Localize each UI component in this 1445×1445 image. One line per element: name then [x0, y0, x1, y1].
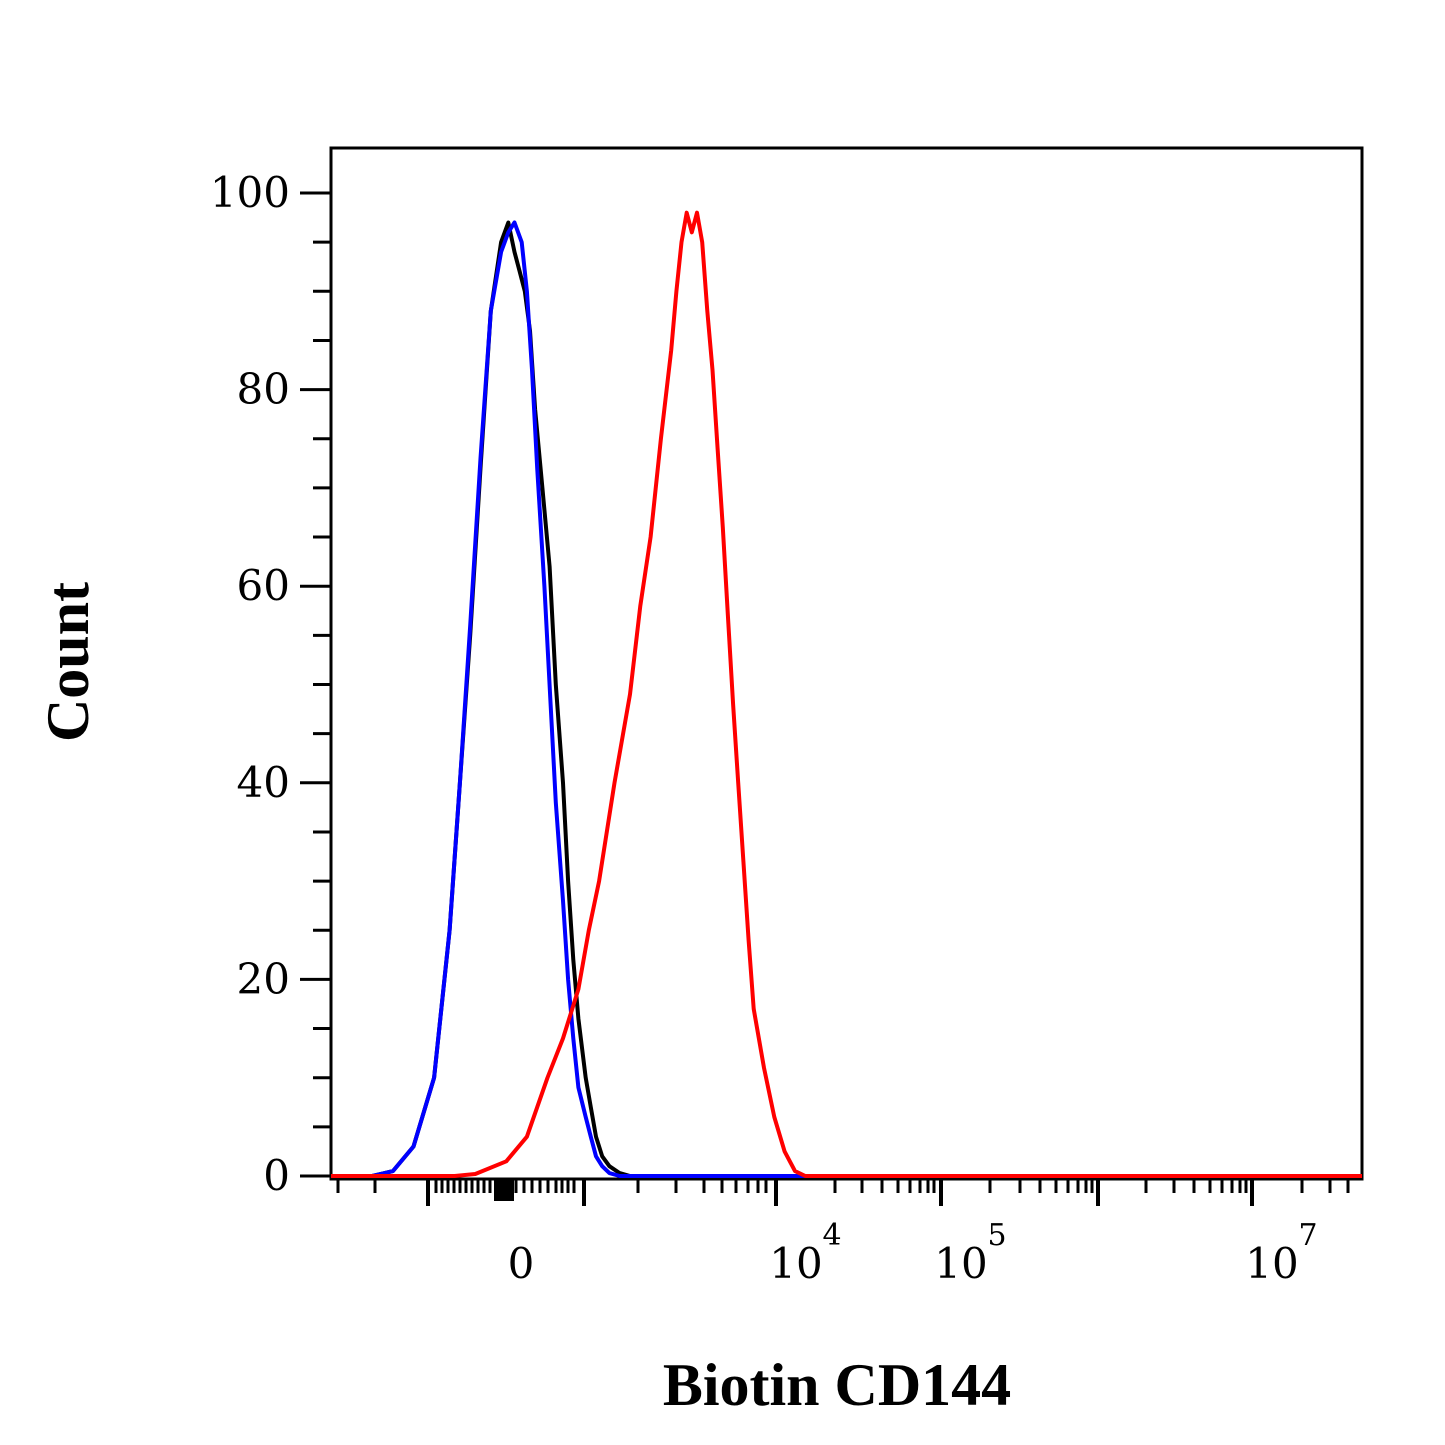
y-tick-label: 100	[210, 168, 290, 217]
y-tick-label: 60	[237, 561, 290, 610]
x-tick-exponent: 7	[1298, 1218, 1317, 1253]
histogram-series-2	[331, 220, 1362, 1178]
x-tick-label: 10	[934, 1239, 987, 1288]
y-tick-label: 40	[237, 758, 290, 807]
series-layer	[331, 210, 1362, 1178]
y-tick-label: 0	[263, 1151, 290, 1200]
x-tick-cluster	[494, 1179, 514, 1201]
x-axis-title: Biotin CD144	[663, 1352, 1011, 1418]
y-axis-title: Count	[35, 582, 101, 742]
y-tick-label: 20	[237, 954, 290, 1003]
x-tick-label: 10	[1245, 1239, 1298, 1288]
x-tick-exponent: 4	[822, 1218, 841, 1253]
x-tick-label: 10	[769, 1239, 822, 1288]
y-tick-label: 80	[237, 365, 290, 414]
x-tick-exponent: 5	[987, 1218, 1006, 1253]
plot-frame	[329, 146, 1364, 1181]
histogram-series-3	[331, 210, 1362, 1178]
x-tick-label: 0	[508, 1239, 535, 1288]
y-axis: 0 20 40 60 80 100	[210, 148, 333, 1200]
